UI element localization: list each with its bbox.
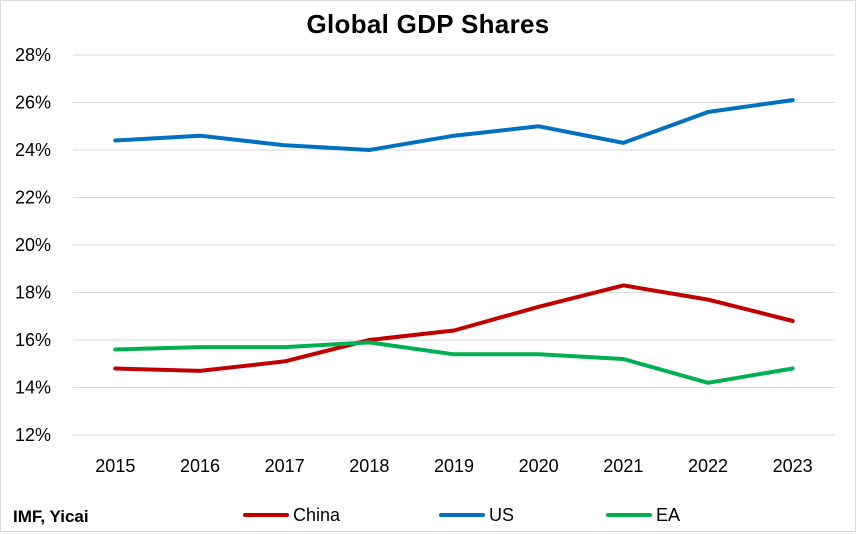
legend-item-ea: EA bbox=[606, 503, 680, 527]
chart-title: Global GDP Shares bbox=[306, 9, 550, 39]
x-tick-label: 2020 bbox=[519, 456, 559, 476]
legend-swatch-ea bbox=[606, 513, 652, 517]
y-tick-label: 18% bbox=[15, 283, 51, 303]
y-tick-label: 22% bbox=[15, 188, 51, 208]
source-note: IMF, Yicai bbox=[13, 507, 89, 526]
y-tick-label: 12% bbox=[15, 425, 51, 445]
legend-item-us: US bbox=[439, 503, 514, 527]
y-tick-label: 24% bbox=[15, 140, 51, 160]
x-tick-label: 2019 bbox=[434, 456, 474, 476]
y-tick-label: 20% bbox=[15, 235, 51, 255]
series-line-china bbox=[113, 283, 795, 373]
x-tick-label: 2022 bbox=[688, 456, 728, 476]
y-tick-label: 14% bbox=[15, 378, 51, 398]
x-tick-label: 2023 bbox=[773, 456, 813, 476]
y-tick-label: 26% bbox=[15, 93, 51, 113]
legend-label-china: China bbox=[293, 504, 341, 525]
y-tick-label: 16% bbox=[15, 330, 51, 350]
x-tick-label: 2015 bbox=[95, 456, 135, 476]
legend-item-china: China bbox=[243, 503, 340, 527]
series-line-ea bbox=[113, 340, 795, 385]
x-tick-label: 2016 bbox=[180, 456, 220, 476]
x-tick-label: 2021 bbox=[603, 456, 643, 476]
x-tick-label: 2017 bbox=[265, 456, 305, 476]
chart-legend: China US EA bbox=[1, 503, 855, 527]
legend-label-us: US bbox=[489, 504, 515, 525]
y-tick-label: 28% bbox=[15, 45, 51, 65]
legend-label-ea: EA bbox=[656, 504, 681, 525]
series-line-us bbox=[113, 98, 795, 152]
legend-swatch-us bbox=[439, 513, 485, 517]
x-tick-label: 2018 bbox=[349, 456, 389, 476]
legend-swatch-china bbox=[243, 513, 289, 517]
